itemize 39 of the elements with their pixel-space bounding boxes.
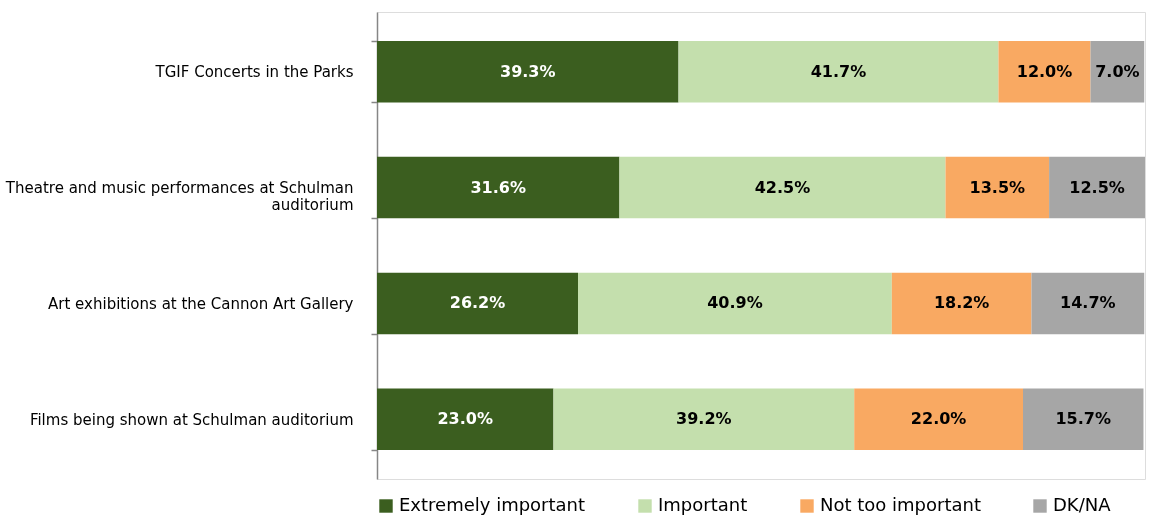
y-tick-label: Art exhibitions at the Cannon Art Gallery <box>48 294 354 313</box>
data-label: 12.0% <box>1016 61 1073 81</box>
data-label: 22.0% <box>910 409 967 429</box>
data-label: 41.7% <box>810 61 867 81</box>
data-label: 42.5% <box>754 177 811 197</box>
data-label: 14.7% <box>1060 293 1116 313</box>
bar <box>854 388 1024 451</box>
y-tick-label: Films being shown at Schulman auditorium <box>29 410 354 429</box>
bar <box>377 156 620 219</box>
bar <box>945 156 1050 219</box>
bar <box>998 40 1091 103</box>
legend-label: Important <box>658 494 748 515</box>
bar <box>553 388 855 451</box>
bar <box>1031 272 1145 335</box>
bar <box>619 156 946 219</box>
data-label: 39.3% <box>500 61 556 81</box>
bar <box>578 272 892 335</box>
y-tick-label: TGIF Concerts in the Parks <box>154 63 354 82</box>
bar <box>377 40 679 103</box>
data-label: 26.2% <box>449 293 506 313</box>
data-label: 15.7% <box>1055 409 1111 429</box>
data-label: 13.5% <box>969 177 1026 197</box>
bar <box>891 272 1032 335</box>
bar <box>1049 156 1145 219</box>
data-label: 18.2% <box>933 293 990 313</box>
bar <box>377 388 554 451</box>
bar <box>678 40 999 103</box>
legend-label: Extremely important <box>399 494 586 515</box>
data-label: 7.0% <box>1095 61 1140 81</box>
data-label: 31.6% <box>470 177 526 197</box>
bar <box>377 272 579 335</box>
data-label: 40.9% <box>707 293 763 313</box>
data-label: 23.0% <box>437 409 493 429</box>
legend-label: DK/NA <box>1053 494 1112 515</box>
y-tick-label: Theatre and music performances at Schulman auditorium <box>4 179 354 215</box>
legend-label: Not too important <box>820 494 981 515</box>
data-label: 12.5% <box>1069 177 1125 197</box>
data-label: 39.2% <box>676 409 732 429</box>
bar <box>1023 388 1144 451</box>
